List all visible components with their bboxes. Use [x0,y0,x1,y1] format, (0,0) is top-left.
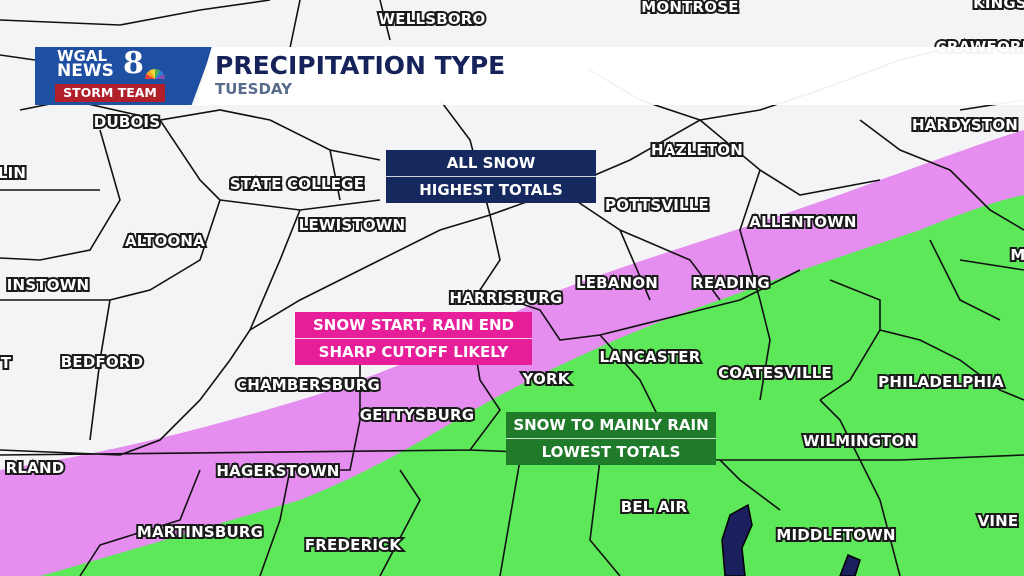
city-label-martinsburg: MARTINSBURG [137,523,263,541]
city-label-dubois: DUBOIS [94,113,160,131]
city-label-chambersburg: CHAMBERSBURG [236,376,380,394]
city-label-coatesville: COATESVILLE [718,364,832,382]
callout-line2: SHARP CUTOFF LIKELY [318,343,509,361]
city-label-lin: LIN [0,164,26,182]
city-label-hagerstown: HAGERSTOWN [216,462,339,480]
city-label-bedford: BEDFORD [61,353,144,371]
rain-zone [40,195,1024,576]
city-label-vine: VINE [978,512,1019,530]
callout-line1: SNOW TO MAINLY RAIN [506,412,716,439]
city-label-bel-air: BEL AIR [621,498,688,516]
city-label-montrose: MONTROSE [641,0,738,16]
city-label-hazleton: HAZLETON [651,141,743,159]
city-label-lewistown: LEWISTOWN [299,216,406,234]
city-label-gettysburg: GETTYSBURG [360,406,475,424]
wgal-news8-logo: WGAL NEWS 8 STORM TEAM [35,47,213,105]
callout-line1: ALL SNOW [386,150,596,177]
city-label-altoona: ALTOONA [125,232,205,250]
callout-line1: SNOW START, RAIN END [295,312,532,339]
callout-line2: LOWEST TOTALS [541,443,681,461]
chesapeake-bay [721,503,861,576]
logo-channel-number: 8 [123,46,144,81]
city-label-instown: INSTOWN [7,276,89,294]
callout-all-snow: ALL SNOW HIGHEST TOTALS [386,150,596,203]
city-label-wilmington: WILMINGTON [803,432,917,450]
page-title: PRECIPITATION TYPE [215,51,506,80]
logo-wgal: WGAL [57,47,108,65]
city-label-lebanon: LEBANON [576,274,658,292]
nbc-peacock-icon [145,69,165,79]
title-bar: PRECIPITATION TYPE TUESDAY [195,47,1024,105]
city-label-frederick: FREDERICK [305,536,402,554]
city-label-reading: READING [692,274,770,292]
city-label-lancaster: LANCASTER [600,348,701,366]
city-label-allentown: ALLENTOWN [749,213,856,231]
logo-news: NEWS [57,61,114,81]
storm-team-badge: STORM TEAM [55,84,165,102]
callout-mix: SNOW START, RAIN END SHARP CUTOFF LIKELY [295,312,532,365]
city-label-rland: RLAND [6,459,65,477]
city-label-york: YORK [521,370,570,388]
callout-line2: HIGHEST TOTALS [419,181,563,199]
city-label-philadelphia: PHILADELPHIA [878,373,1004,391]
title-banner: WGAL NEWS 8 STORM TEAM PRECIPITATION TYP… [35,47,1024,105]
city-label-harrisburg: HARRISBURG [449,289,562,307]
city-label-t: T [1,354,12,372]
city-label-middletown: MIDDLETOWN [776,526,895,544]
city-label-hardyston: HARDYSTON [912,116,1018,134]
city-label-wellsboro: WELLSBORO [379,10,486,28]
city-label-m: M [1010,246,1024,264]
city-label-kings: KINGS [973,0,1024,12]
page-subtitle: TUESDAY [215,80,292,98]
city-label-pottsville: POTTSVILLE [605,196,709,214]
callout-rain: SNOW TO MAINLY RAIN LOWEST TOTALS [506,412,716,465]
city-label-state-college: STATE COLLEGE [230,175,364,193]
